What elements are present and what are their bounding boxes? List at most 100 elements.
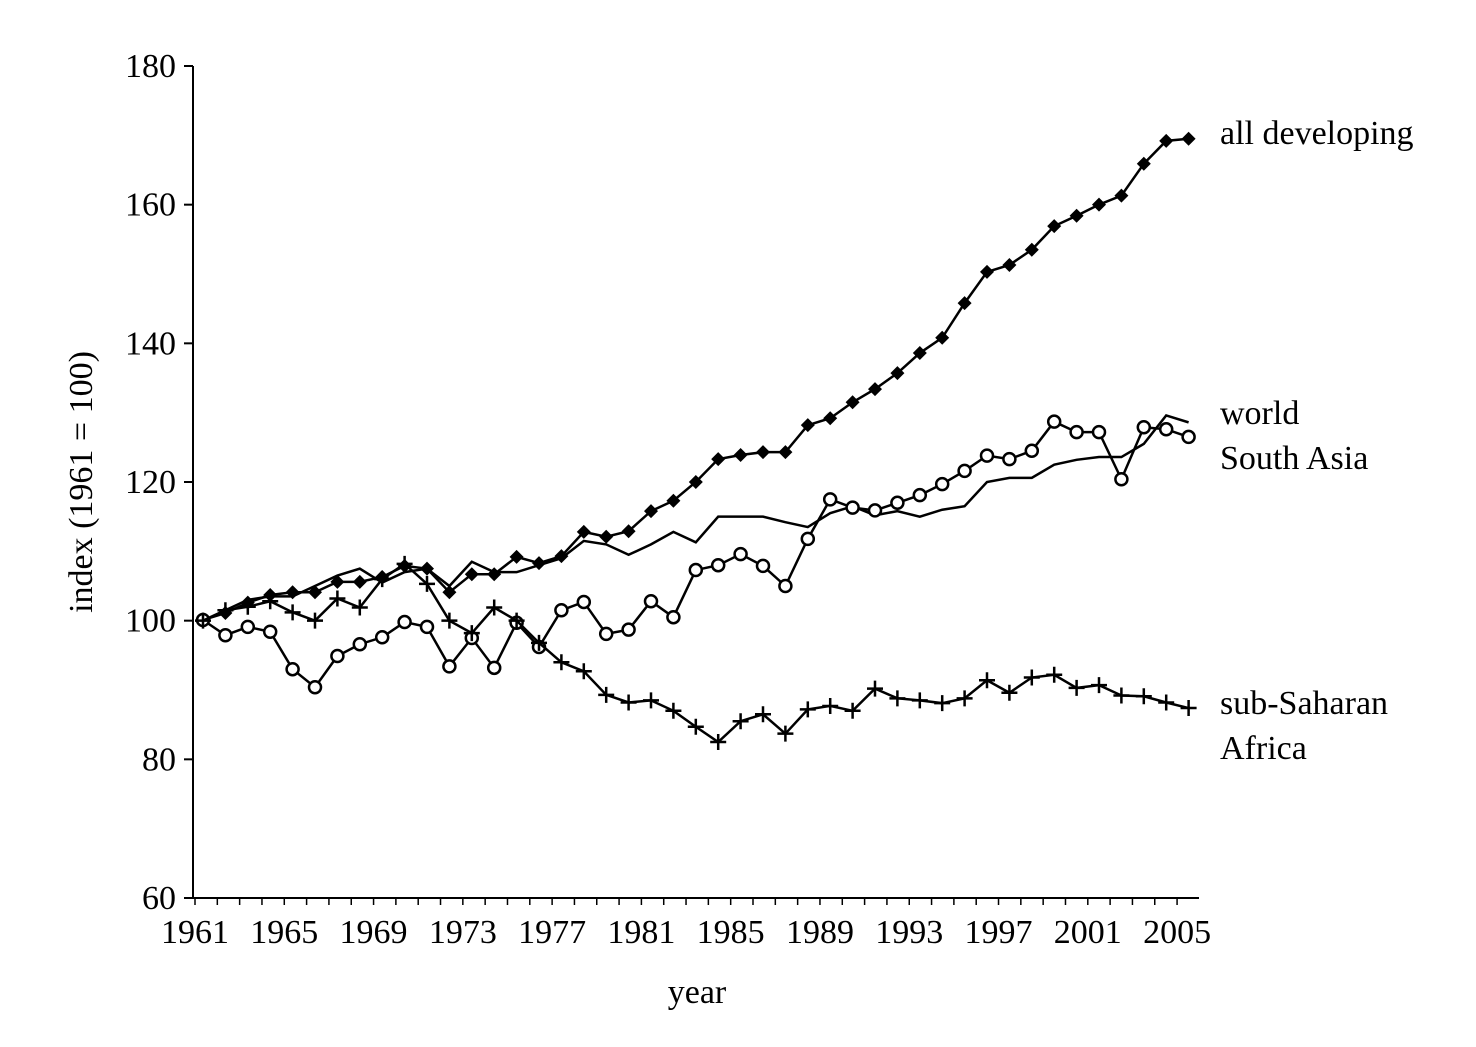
diamond-marker — [912, 346, 927, 361]
circle-marker — [778, 578, 793, 594]
diamond-marker — [1159, 133, 1174, 148]
x-axis-label: year — [668, 974, 727, 1011]
y-tick-label: 180 — [125, 48, 176, 85]
series-sub-saharan-africa — [195, 555, 1197, 750]
x-tick-label: 1993 — [875, 914, 943, 951]
circle-marker — [688, 562, 704, 578]
diamond-marker — [1002, 257, 1017, 272]
plus-marker — [307, 612, 323, 629]
circle-marker — [1069, 424, 1084, 440]
x-tick-label: 1981 — [607, 914, 675, 951]
diamond-marker — [621, 524, 636, 539]
series-line — [202, 137, 1189, 622]
plus-marker — [979, 672, 995, 689]
circle-marker — [218, 627, 233, 643]
circle-marker — [262, 624, 278, 640]
plus-marker — [799, 701, 816, 718]
plus-marker — [956, 690, 973, 707]
circle-marker — [598, 626, 614, 642]
diamond-marker — [352, 574, 367, 589]
circle-marker — [1158, 422, 1174, 437]
plus-marker — [396, 555, 413, 572]
x-tick-label: 2005 — [1143, 914, 1211, 951]
y-tick-label: 120 — [125, 464, 176, 501]
diamond-marker — [778, 445, 793, 460]
plus-marker — [732, 713, 749, 730]
diamond-marker — [644, 504, 658, 519]
plus-marker — [822, 697, 839, 714]
circle-marker — [621, 622, 636, 637]
circle-marker — [912, 487, 928, 503]
circle-marker — [576, 594, 592, 610]
circle-marker — [934, 476, 950, 492]
circle-marker — [554, 603, 569, 618]
series-line — [202, 413, 1189, 622]
circle-marker — [240, 619, 256, 635]
plus-marker — [441, 612, 458, 629]
diamond-marker — [1114, 188, 1129, 203]
y-tick-label: 80 — [142, 741, 176, 778]
diamond-marker — [599, 529, 614, 544]
circle-marker — [890, 495, 905, 511]
y-tick-label: 60 — [142, 880, 176, 917]
series-line — [202, 562, 1189, 744]
circle-marker — [1024, 443, 1040, 459]
plus-marker — [687, 718, 704, 735]
plus-marker — [643, 692, 659, 709]
plus-marker — [867, 680, 883, 697]
diamond-marker — [711, 452, 726, 467]
circle-marker — [352, 636, 368, 652]
plus-marker — [553, 654, 570, 671]
diamond-marker — [980, 264, 994, 279]
circle-marker — [733, 546, 748, 562]
diamond-marker — [688, 475, 703, 489]
plus-marker — [531, 634, 547, 651]
plus-marker — [419, 575, 435, 592]
circle-marker — [800, 531, 816, 547]
plus-marker — [1113, 687, 1130, 704]
x-tick-label: 1977 — [518, 914, 586, 951]
plus-marker — [1158, 694, 1175, 711]
x-tick-label: 1961 — [161, 914, 229, 951]
diamond-marker — [1069, 208, 1084, 223]
circle-marker — [307, 679, 323, 695]
circle-marker — [643, 594, 659, 609]
diamond-marker — [1092, 197, 1106, 212]
circle-marker — [710, 557, 726, 573]
x-tick-label: 1969 — [340, 914, 408, 951]
y-tick-label: 100 — [125, 603, 176, 640]
plus-marker — [239, 598, 256, 615]
plus-marker — [620, 694, 637, 711]
circle-marker — [1114, 471, 1129, 487]
diamond-marker — [464, 567, 479, 582]
y-tick-label: 160 — [125, 187, 176, 224]
x-tick-label: 1965 — [250, 914, 318, 951]
plus-marker — [889, 690, 906, 707]
plus-marker — [575, 663, 592, 680]
plus-marker — [284, 604, 301, 621]
diamond-marker — [576, 524, 591, 539]
diamond-marker — [935, 330, 950, 345]
diamond-marker — [868, 382, 882, 397]
diamond-marker — [442, 585, 457, 600]
plus-marker — [262, 593, 279, 610]
x-tick-label: 1997 — [965, 914, 1033, 951]
diamond-marker — [1047, 219, 1062, 234]
circle-marker — [755, 558, 771, 574]
diamond-marker — [733, 447, 748, 462]
circle-marker — [845, 500, 860, 515]
plus-marker — [934, 695, 951, 712]
plus-marker — [911, 692, 928, 709]
circle-marker — [330, 648, 345, 664]
plus-marker — [195, 612, 211, 629]
circle-marker — [867, 503, 883, 518]
series-label: Africa — [1220, 730, 1307, 767]
x-tick-label: 2001 — [1054, 914, 1122, 951]
plus-marker — [844, 702, 861, 719]
plus-marker — [217, 602, 234, 619]
series-south-asia — [195, 414, 1196, 695]
diamond-marker — [1181, 131, 1196, 146]
x-tick-label: 1989 — [786, 914, 854, 951]
plus-marker — [1135, 688, 1152, 705]
diamond-marker — [1136, 156, 1151, 171]
